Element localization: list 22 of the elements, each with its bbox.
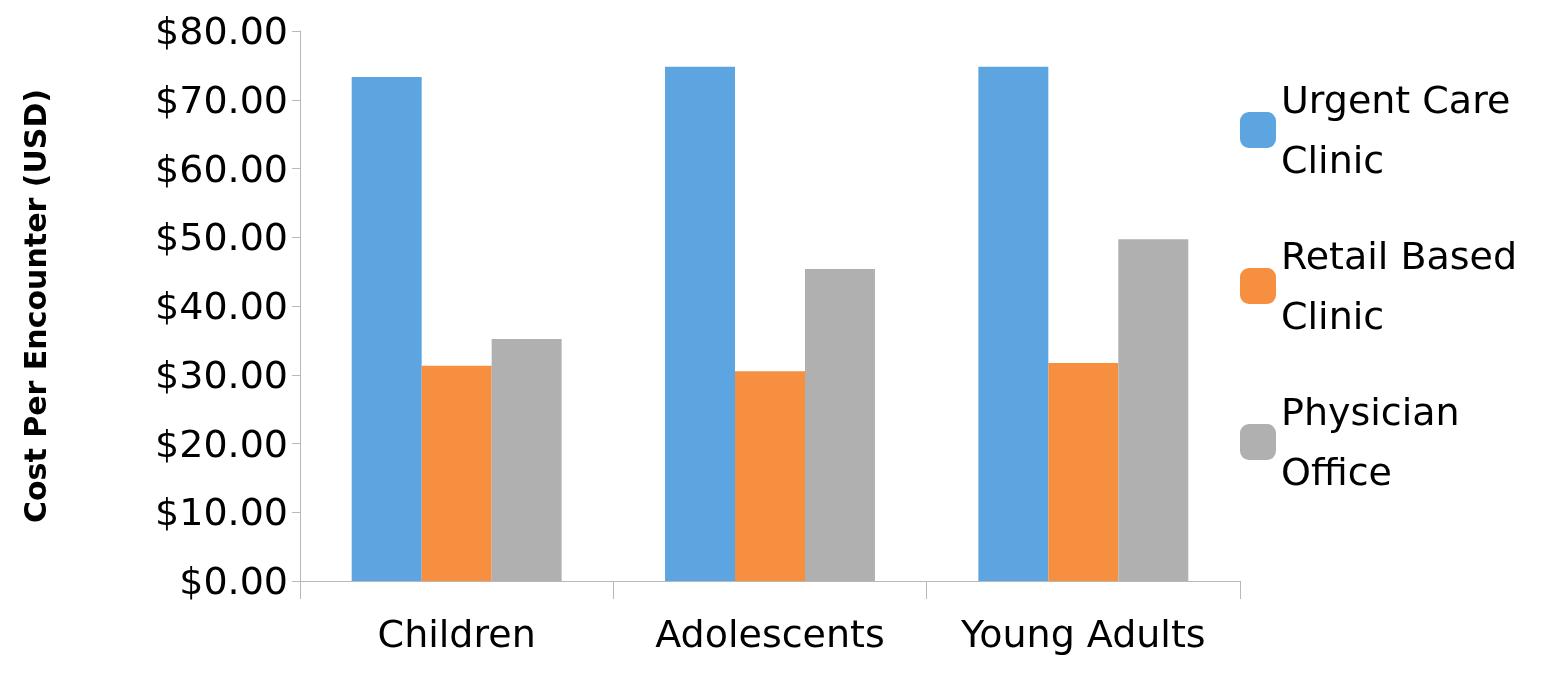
bar — [735, 371, 805, 581]
bar — [351, 77, 422, 581]
legend-label: Urgent Care Clinic — [1281, 78, 1523, 182]
x-tick-label: Children — [377, 612, 536, 656]
legend-label: Retail Based Clinic — [1281, 234, 1530, 338]
y-tick-label: $70.00 — [155, 77, 288, 122]
y-tick-label: $40.00 — [155, 284, 288, 328]
y-tick-label: $0.00 — [179, 559, 288, 603]
y-tick-label: $60.00 — [155, 146, 288, 191]
y-tick-label: $10.00 — [155, 490, 288, 535]
legend-label: Physician Office — [1281, 390, 1472, 494]
x-tick-label: Adolescents — [655, 612, 885, 656]
bar — [421, 365, 492, 581]
bar — [978, 66, 1049, 581]
bar — [1048, 363, 1119, 581]
y-tick-label: $50.00 — [155, 215, 288, 260]
y-axis-title: Cost Per Encounter (USD) — [17, 88, 53, 524]
y-tick-label: $30.00 — [155, 352, 288, 397]
x-tick-label: Young Adults — [960, 612, 1206, 656]
y-tick-label: $20.00 — [155, 421, 288, 466]
y-tick-label: $80.00 — [155, 9, 288, 53]
bar — [665, 66, 736, 581]
